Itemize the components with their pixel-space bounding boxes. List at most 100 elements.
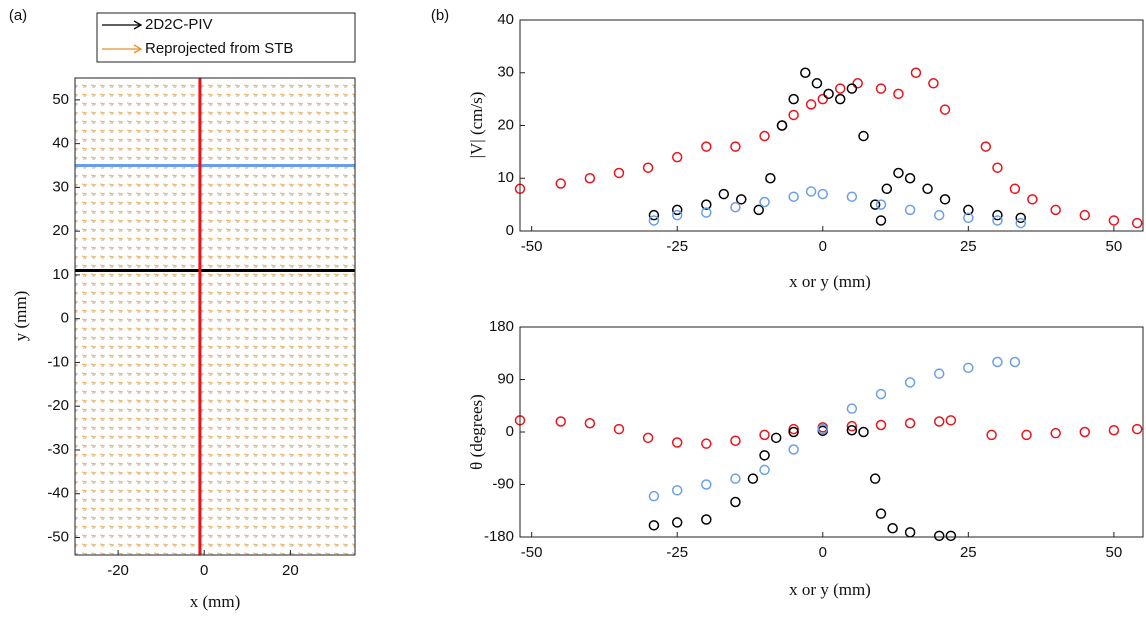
data-point: [992, 215, 1003, 226]
data-point: [788, 426, 799, 438]
data-point: [1079, 209, 1091, 221]
data-point: [613, 423, 625, 435]
data-point: [805, 99, 817, 110]
data-point: [1027, 194, 1038, 205]
data-point: [718, 188, 730, 200]
y-tick-label: -10: [47, 353, 69, 370]
x-tick-label: -25: [666, 544, 688, 561]
data-point: [671, 204, 683, 216]
data-point: [671, 151, 683, 163]
data-point: [701, 479, 712, 490]
y-tick-label: 90: [497, 370, 514, 387]
data-point: [1015, 212, 1026, 224]
data-point: [736, 194, 747, 205]
data-point: [893, 88, 904, 100]
data-point: [759, 130, 770, 142]
data-point: [1131, 217, 1143, 229]
data-point: [904, 204, 916, 216]
data-point: [1108, 215, 1120, 226]
y-tick-label: 50: [52, 91, 69, 108]
data-point: [800, 67, 811, 78]
axes-frame: [74, 77, 356, 556]
data-point: [834, 93, 846, 105]
axes-frame: [519, 326, 1144, 538]
x-tick-label: 0: [819, 544, 827, 561]
data-point: [671, 485, 683, 496]
data-point: [846, 425, 858, 436]
data-point: [846, 191, 858, 202]
data-point: [893, 167, 904, 179]
data-point: [992, 162, 1003, 173]
data-point: [1131, 423, 1143, 435]
data-point: [817, 188, 829, 200]
data-point: [730, 141, 741, 152]
data-point: [765, 173, 776, 184]
data-point: [701, 514, 712, 525]
x-tick-label: 25: [960, 544, 977, 561]
legend-label: Reprojected from STB: [145, 40, 293, 57]
data-point: [584, 418, 596, 429]
data-point: [788, 444, 799, 455]
x-tick-label: 50: [1106, 544, 1123, 561]
data-point: [817, 93, 829, 105]
y-tick-label: 20: [52, 222, 69, 239]
data-point: [759, 450, 770, 461]
data-point: [642, 432, 654, 444]
data-point: [759, 464, 770, 476]
y-tick-label: -20: [47, 397, 69, 414]
data-point: [759, 429, 770, 441]
data-point: [963, 362, 974, 374]
y-tick-label: 30: [497, 64, 514, 81]
y-tick-label: -90: [492, 475, 514, 492]
data-point: [817, 423, 829, 435]
x-axis-label: x or y (mm): [789, 580, 871, 599]
data-point: [928, 78, 939, 89]
y-tick-label: 40: [52, 135, 69, 152]
data-point: [671, 517, 683, 528]
x-tick-label: 50: [1106, 238, 1123, 255]
legend-arrow-head: [133, 44, 143, 54]
data-point: [963, 212, 974, 224]
data-point: [933, 530, 945, 542]
x-axis-label: x or y (mm): [789, 272, 871, 291]
data-point: [701, 207, 712, 218]
data-point: [555, 416, 567, 427]
data-point: [1050, 204, 1061, 216]
data-point: [753, 204, 764, 216]
data-point: [834, 83, 846, 94]
legend-label: 2D2C-PIV: [145, 16, 213, 33]
x-tick-label: 0: [200, 562, 208, 579]
data-point: [904, 527, 916, 538]
panel-label: (a): [9, 7, 27, 24]
data-point: [922, 183, 933, 195]
x-axis-label: x (mm): [190, 592, 241, 611]
data-point: [887, 523, 898, 534]
data-point: [939, 194, 951, 205]
y-tick-label: 180: [489, 318, 514, 335]
data-point: [613, 167, 625, 179]
data-point: [945, 530, 957, 542]
data-point: [701, 438, 712, 449]
data-point: [980, 141, 992, 152]
legend-arrow-head: [133, 20, 143, 30]
x-tick-label: -50: [521, 238, 543, 255]
data-point: [875, 83, 887, 94]
data-point: [881, 183, 893, 195]
vector-field-texture: [75, 78, 355, 555]
y-tick-label: 20: [497, 116, 514, 133]
data-point: [986, 429, 997, 441]
data-point: [933, 416, 945, 427]
data-point: [730, 435, 741, 446]
y-tick-label: -40: [47, 485, 69, 502]
data-point: [648, 490, 660, 502]
data-point: [648, 215, 660, 226]
data-point: [823, 88, 834, 100]
y-tick-label: -30: [47, 441, 69, 458]
data-point: [1079, 426, 1091, 438]
data-point: [1009, 356, 1021, 368]
data-point: [933, 209, 945, 221]
y-tick-label: -180: [484, 528, 514, 545]
data-point: [788, 191, 799, 202]
data-point: [846, 403, 858, 414]
